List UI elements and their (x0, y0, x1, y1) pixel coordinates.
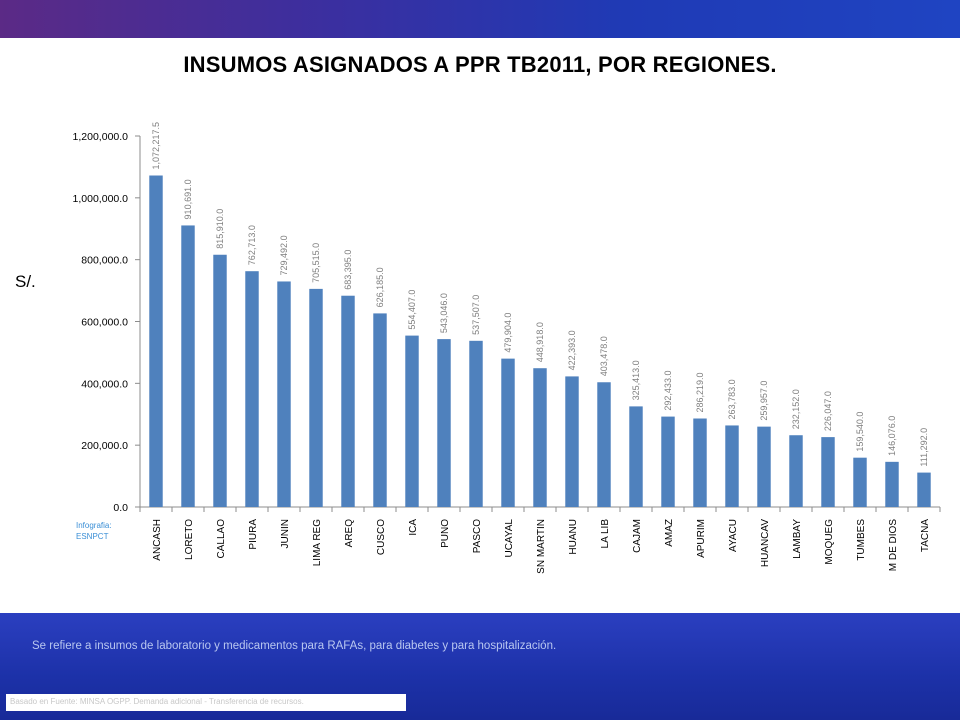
source-box: Basado en Fuente: MINSA OGPP. Demanda ad… (6, 694, 406, 711)
category-label: AMAZ (664, 519, 675, 547)
data-label: 910,691.0 (183, 179, 193, 219)
category-label: LORETO (184, 519, 195, 560)
data-label: 626,185.0 (375, 267, 385, 307)
category-label: APURIM (696, 519, 707, 558)
data-label: 403,478.0 (599, 336, 609, 376)
category-label: PASCO (472, 519, 483, 553)
data-label: 422,393.0 (567, 330, 577, 370)
bar-ucayal (501, 358, 515, 507)
data-label: 146,076.0 (887, 416, 897, 456)
bar-loreto (181, 225, 195, 507)
data-label: 479,904.0 (503, 313, 513, 353)
y-axis-currency-label: S/. (15, 272, 36, 291)
category-label: ICA (408, 519, 419, 536)
category-label: AREQ (344, 519, 355, 548)
category-label: UCAYAL (504, 519, 515, 558)
category-label: M DE DIOS (888, 519, 899, 572)
data-label: 325,413.0 (631, 360, 641, 400)
bar-sn-martin (533, 368, 547, 507)
data-label: 111,292.0 (919, 428, 929, 467)
bar-cajam (629, 406, 643, 507)
y-tick-label: 1,200,000.0 (73, 131, 129, 143)
data-label: 729,492.0 (279, 235, 289, 275)
category-label: TUMBES (856, 519, 867, 561)
bar-tacna (917, 472, 931, 507)
category-label: HUANU (568, 519, 579, 555)
y-tick-label: 400,000.0 (81, 378, 128, 390)
category-label: CALLAO (216, 519, 227, 559)
category-label: SN MARTIN (536, 519, 547, 574)
bar-callao (213, 254, 227, 507)
bar-amaz (661, 416, 675, 507)
category-label: AYACU (728, 519, 739, 552)
source-text: Basado en Fuente: MINSA OGPP. Demanda ad… (10, 697, 304, 706)
data-label: 683,395.0 (343, 250, 353, 290)
bar-m-de-dios (885, 461, 899, 507)
data-label: 259,957.0 (759, 381, 769, 421)
data-label: 292,433.0 (663, 371, 673, 411)
data-label: 815,910.0 (215, 209, 225, 249)
bar-areq (341, 295, 355, 507)
chart-title: INSUMOS ASIGNADOS A PPR TB2011, POR REGI… (183, 52, 777, 77)
bar-junin (277, 281, 291, 507)
data-label: 232,152.0 (791, 389, 801, 429)
category-label: JUNIN (280, 519, 291, 548)
category-label: LA LIB (600, 519, 611, 549)
bar-moqueg (821, 437, 835, 507)
y-tick-label: 600,000.0 (81, 317, 128, 329)
credit-line-2: ESNPCT (76, 532, 109, 541)
bar-ica (405, 335, 419, 507)
bar-pasco (469, 340, 483, 507)
category-label: ANCASH (152, 519, 163, 561)
footnote: Se refiere a insumos de laboratorio y me… (32, 640, 557, 652)
bar-huanu (565, 376, 579, 507)
category-label: HUANCAV (760, 519, 771, 567)
data-label: 537,507.0 (471, 295, 481, 335)
header-band (0, 0, 960, 38)
bar-puno (437, 339, 451, 507)
data-label: 226,047.0 (823, 391, 833, 431)
category-label: CUSCO (376, 519, 387, 555)
category-label: CAJAM (632, 519, 643, 553)
y-tick-label: 1,000,000.0 (73, 193, 129, 205)
data-label: 554,407.0 (407, 290, 417, 330)
bar-la-lib (597, 382, 611, 507)
data-label: 705,515.0 (311, 243, 321, 283)
category-label: LIMA REG (312, 519, 323, 566)
data-label: 1,072,217.5 (151, 122, 161, 170)
data-label: 286,219.0 (695, 372, 705, 412)
category-label: MOQUEG (824, 519, 835, 565)
data-label: 543,046.0 (439, 293, 449, 333)
category-label: TACNA (920, 519, 931, 552)
y-tick-label: 200,000.0 (81, 440, 128, 452)
y-tick-label: 0.0 (113, 502, 128, 514)
category-label: PUNO (440, 519, 451, 548)
y-tick-label: 800,000.0 (81, 255, 128, 267)
category-label: LAMBAY (792, 519, 803, 559)
category-label: PIURA (248, 519, 259, 550)
data-label: 263,783.0 (727, 379, 737, 419)
bar-lambay (789, 435, 803, 507)
data-label: 448,918.0 (535, 322, 545, 362)
data-label: 159,540.0 (855, 412, 865, 452)
bar-apurim (693, 418, 707, 507)
bar-ancash (149, 175, 163, 507)
bar-cusco (373, 313, 387, 507)
infographic-credit: Infografia: ESNPCT (76, 520, 112, 542)
bar-lima-reg (309, 288, 323, 507)
bar-ayacu (725, 425, 739, 507)
bar-huancav (757, 426, 771, 507)
credit-line-1: Infografia: (76, 521, 112, 530)
bar-tumbes (853, 457, 867, 507)
bar-piura (245, 271, 259, 507)
data-label: 762,713.0 (247, 225, 257, 265)
